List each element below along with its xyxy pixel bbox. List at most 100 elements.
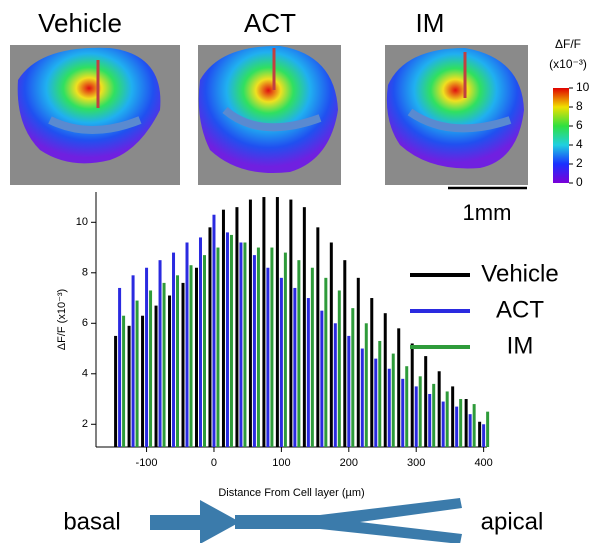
- y-tick-label: 8: [82, 267, 88, 279]
- bar: [176, 275, 179, 447]
- legend-label: ACT: [496, 296, 544, 323]
- bar: [330, 242, 333, 447]
- bar: [455, 407, 458, 447]
- bar: [182, 283, 185, 447]
- bar: [388, 369, 391, 447]
- direction-arrow: [150, 498, 462, 543]
- x-tick-label: 0: [211, 457, 217, 469]
- bar: [235, 207, 238, 447]
- bar: [239, 242, 242, 447]
- bar: [122, 316, 125, 447]
- figure: Vehicle ACT IM ΔF/F (x10⁻³) 1mm basal ap…: [0, 0, 597, 543]
- bar: [145, 268, 148, 447]
- bar: [155, 306, 158, 447]
- bar: [343, 260, 346, 447]
- bar: [486, 412, 489, 447]
- bar: [392, 354, 395, 447]
- bar: [307, 298, 310, 447]
- x-tick-label: 200: [340, 457, 358, 469]
- colorbar: [553, 88, 569, 183]
- bar: [411, 343, 414, 447]
- bar: [114, 336, 117, 447]
- bar: [324, 278, 327, 447]
- bar: [262, 197, 265, 447]
- bar: [384, 313, 387, 447]
- colorbar-unit: (x10⁻³): [549, 57, 587, 71]
- y-tick-label: 10: [76, 216, 88, 228]
- colorbar-tick-label: 2: [576, 156, 583, 170]
- bar: [249, 200, 252, 447]
- bar: [347, 336, 350, 447]
- bar: [424, 356, 427, 447]
- image-im: [385, 45, 528, 185]
- bar: [428, 394, 431, 447]
- bar: [163, 283, 166, 447]
- bar: [222, 210, 225, 447]
- bar: [195, 268, 198, 447]
- colorbar-tick-label: 4: [576, 137, 583, 151]
- bar: [303, 207, 306, 447]
- arrow-left-label: basal: [63, 508, 120, 535]
- bar: [243, 242, 246, 447]
- bar: [419, 376, 422, 447]
- bar: [351, 308, 354, 447]
- y-tick-label: 2: [82, 418, 88, 430]
- bar: [311, 268, 314, 447]
- bar: [190, 265, 193, 447]
- x-tick-label: 400: [474, 457, 492, 469]
- bar: [172, 253, 175, 447]
- bar: [397, 328, 400, 447]
- bar: [405, 366, 408, 447]
- colorbar-tick-label: 0: [576, 175, 583, 189]
- x-tick-label: 100: [272, 457, 290, 469]
- bar: [159, 260, 162, 447]
- bar: [432, 384, 435, 447]
- bar: [469, 414, 472, 447]
- bar: [136, 301, 139, 447]
- panel-title: Vehicle: [38, 8, 122, 38]
- bar: [361, 349, 364, 447]
- legend-label: IM: [507, 332, 534, 359]
- legend-label: Vehicle: [481, 260, 558, 287]
- y-tick-label: 4: [82, 368, 88, 380]
- colorbar-tick-label: 6: [576, 118, 583, 132]
- bar: [216, 248, 219, 447]
- bar: [199, 237, 202, 447]
- bar: [289, 200, 292, 447]
- bar: [365, 323, 368, 447]
- bar: [320, 311, 323, 447]
- colorbar-title: ΔF/F: [555, 37, 581, 51]
- bar: [374, 359, 377, 447]
- bar: [442, 402, 445, 447]
- bar: [297, 260, 300, 447]
- bar: [334, 323, 337, 447]
- bar: [284, 253, 287, 447]
- bar: [168, 296, 171, 447]
- bar: [186, 242, 189, 447]
- bar: [266, 268, 269, 447]
- bar: [465, 399, 468, 447]
- bar: [438, 371, 441, 447]
- bar: [208, 227, 211, 447]
- bar: [473, 404, 476, 447]
- bar: [270, 248, 273, 447]
- bar: [338, 290, 341, 447]
- bar: [446, 391, 449, 447]
- arrow-right-label: apical: [481, 508, 544, 535]
- bar: [459, 399, 462, 447]
- x-tick-label: -100: [136, 457, 158, 469]
- bar: [212, 215, 215, 447]
- bar: [378, 341, 381, 447]
- bar: [370, 298, 373, 447]
- bar: [226, 232, 229, 447]
- scale-bar-label: 1mm: [463, 200, 512, 225]
- bar: [253, 255, 256, 447]
- bar: [118, 288, 121, 447]
- bar: [280, 278, 283, 447]
- bar: [132, 275, 135, 447]
- bar: [276, 197, 279, 447]
- colorbar-tick-label: 8: [576, 99, 583, 113]
- bar: [293, 288, 296, 447]
- bar: [128, 326, 131, 447]
